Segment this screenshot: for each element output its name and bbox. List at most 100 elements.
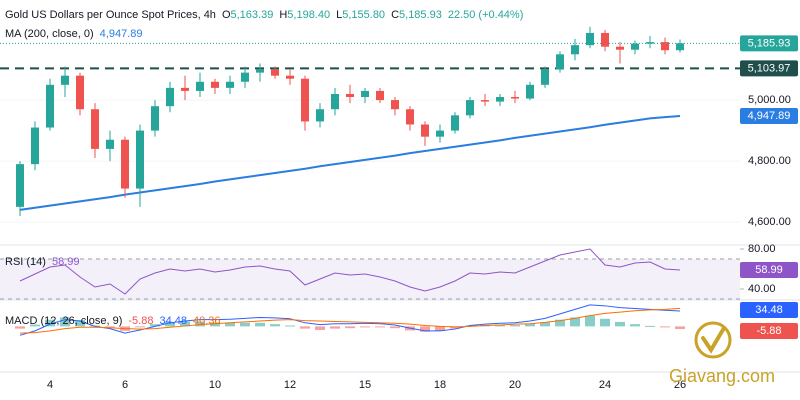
level-badge: 5,103.97 [748, 62, 791, 74]
x-tick-label: 4 [47, 379, 53, 391]
candle-body [16, 164, 24, 207]
macd-histogram-bar [45, 319, 55, 327]
macd-badge-bg [740, 301, 798, 318]
candle-body [91, 109, 99, 149]
macd-histogram-bar [135, 326, 145, 328]
candle-body [241, 72, 249, 82]
candle-body [676, 43, 684, 51]
candle-body [451, 115, 459, 131]
macd-histogram-bar [105, 326, 115, 328]
macd-histogram-bar [630, 324, 640, 327]
macd-histogram-bar [315, 326, 325, 330]
rsi-tick-label: 40.00 [748, 283, 776, 295]
candle-body [271, 69, 279, 76]
x-tick-label: 20 [509, 379, 521, 391]
macd-histogram-bar [195, 321, 205, 327]
candle-body [436, 130, 444, 137]
macd-histogram-bar [255, 322, 265, 327]
ma-badge-bg [740, 107, 798, 124]
macd-histogram-bar [270, 324, 280, 327]
last-price-badge-bg [740, 35, 798, 52]
macd-histogram-bar [570, 317, 580, 327]
macd-histogram-bar [150, 324, 160, 327]
hist-badge-bg [740, 323, 798, 340]
candle-body [556, 54, 564, 70]
macd-histogram-bar [420, 326, 430, 332]
macd-histogram-bar [345, 326, 355, 329]
macd-histogram-bar [600, 318, 610, 327]
macd-histogram-bar [330, 326, 340, 329]
rsi-value: 58.99 [52, 256, 80, 268]
macd-histogram-bar [510, 325, 520, 327]
watermark-logo [694, 321, 732, 359]
macd-histogram-bar [525, 323, 535, 327]
rsi-name: RSI (14) [5, 256, 46, 268]
candle-body [136, 130, 144, 189]
candle-body [376, 90, 384, 101]
candle-body [301, 78, 309, 122]
high-key: H [279, 9, 287, 21]
overlay: Gold US Dollars per Ounce Spot Prices, 4… [5, 9, 775, 386]
candle-body [256, 69, 264, 73]
candle-body [631, 43, 639, 50]
watermark: Giavang.com [669, 366, 775, 386]
low-key: L [336, 9, 342, 21]
close-key: C [391, 9, 399, 21]
y-tick-label: 4,800.00 [748, 155, 791, 167]
candle-body [481, 100, 489, 102]
ma-name: MA (200, close, 0) [5, 28, 94, 40]
high-value: 5,198.40 [287, 9, 330, 21]
macd-histogram-bar [210, 322, 220, 327]
macd-name: MACD (12, 26, close, 9) [5, 315, 122, 327]
candle-body [121, 139, 129, 189]
x-tick-label: 18 [434, 379, 446, 391]
hist-badge: -5.88 [756, 325, 781, 337]
ma-line [19, 114, 681, 211]
x-tick-label: 24 [599, 379, 611, 391]
open-value: 5,163.39 [231, 9, 274, 21]
last-price-badge: 5,185.93 [748, 37, 791, 49]
candle-body [661, 42, 669, 51]
macd-histogram-bar [225, 322, 235, 327]
x-tick-label: 26 [674, 379, 686, 391]
macd-badge: 34.48 [755, 304, 783, 316]
macd-histogram-bar [585, 315, 595, 327]
candle-body [166, 87, 174, 107]
candle-body [151, 106, 159, 131]
candle-body [196, 81, 204, 91]
candle-body [541, 69, 549, 85]
macd-histogram-bar [615, 321, 625, 327]
candle-body [496, 97, 504, 102]
x-tick-label: 12 [284, 379, 296, 391]
macd-histogram-bar [675, 326, 685, 330]
candle-body [346, 93, 354, 98]
macd-histogram-bar [390, 326, 400, 329]
candle-body [421, 124, 429, 137]
candle-body [286, 75, 294, 79]
macd-histogram-bar [555, 319, 565, 327]
rsi-badge: 58.99 [755, 264, 783, 276]
signal-line [19, 307, 681, 334]
low-value: 5,155.80 [342, 9, 385, 21]
plot-area: 4,600.00 4,800.00 5,000.00 80.00 40.00 4 6 10 12… [0, 26, 800, 391]
chart-title: Gold US Dollars per Ounce Spot Prices, 4… [5, 9, 216, 21]
candle-body [46, 84, 54, 128]
candle-body [601, 32, 609, 47]
candle-body [61, 75, 69, 85]
macd-histogram-bar [60, 317, 70, 327]
level-badge-bg [740, 60, 798, 77]
open-key: O [222, 9, 231, 21]
candle-body [316, 109, 324, 122]
candle-body [616, 46, 624, 50]
y-tick-label: 4,600.00 [748, 216, 791, 228]
candle-body [406, 109, 414, 125]
change-value: 22.50 (+0.44%) [448, 9, 524, 21]
candle-body [361, 90, 369, 98]
macd-histogram-bar [645, 325, 655, 327]
rsi-legend: RSI (14) 58.99 [5, 256, 80, 268]
candle-body [226, 81, 234, 88]
macd-histogram-bar [180, 321, 190, 327]
candle-body [646, 42, 654, 44]
macd-histogram-bar [300, 326, 310, 329]
